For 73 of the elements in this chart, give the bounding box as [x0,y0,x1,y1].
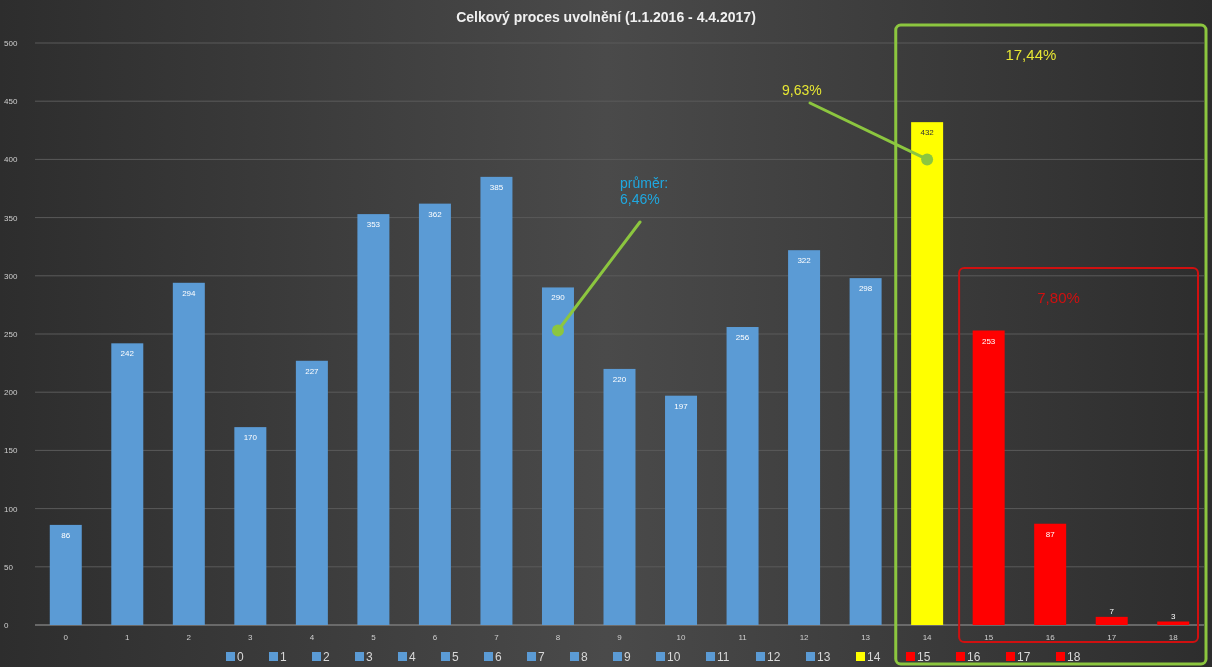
annotation: 17,44% [1005,46,1057,63]
legend-label: 2 [323,650,330,664]
legend-label: 3 [366,650,373,664]
y-tick-label: 200 [4,388,18,398]
data-label: 220 [612,374,627,384]
legend-label: 18 [1067,650,1081,664]
x-tick-label: 4 [309,633,315,642]
data-label: 362 [428,209,443,219]
legend-label: 17 [1017,650,1031,664]
data-label: 432 [920,128,935,138]
x-tick-label: 9 [617,633,623,642]
x-tick-label: 18 [1168,633,1179,642]
data-label: 353 [366,220,381,230]
annotation: 7,80% [1037,289,1080,306]
data-label: 3 [1171,611,1177,621]
legend-label: 4 [409,650,416,664]
x-tick-label: 12 [799,633,810,642]
data-label: 298 [858,284,873,294]
x-tick-label: 5 [371,633,377,642]
x-tick-label: 2 [186,633,192,642]
legend-label: 11 [717,650,730,664]
y-tick-label: 300 [4,271,18,281]
data-label: 86 [61,530,71,540]
annotation: průměr: 6,46% [620,175,669,207]
legend-label: 9 [624,650,631,664]
y-tick-label: 100 [4,504,18,514]
data-label: 253 [981,336,996,346]
x-tick-label: 17 [1107,633,1117,642]
x-tick-label: 7 [494,633,500,642]
y-tick-label: 450 [4,97,18,107]
legend-label: 14 [867,650,881,664]
x-tick-label: 11 [738,633,748,642]
data-label: 227 [305,366,320,376]
x-tick-label: 8 [555,633,561,642]
legend-label: 10 [667,650,681,664]
legend-label: 1 [280,650,287,664]
legend-label: 16 [967,650,981,664]
legend-label: 13 [817,650,831,664]
data-label: 7 [1109,606,1115,616]
annotation: 9,63% [782,82,822,98]
y-tick-label: 400 [4,155,18,165]
data-label: 385 [489,182,504,192]
y-tick-label: 500 [4,39,18,48]
data-label: 256 [735,333,750,343]
x-tick-label: 10 [676,633,687,642]
x-tick-label: 3 [248,633,254,642]
legend-label: 15 [917,650,931,664]
x-tick-label: 1 [125,633,131,642]
y-tick-label: 350 [4,213,18,223]
x-tick-label: 15 [984,633,994,642]
x-tick-label: 14 [922,633,933,642]
data-label: 242 [120,349,135,359]
y-tick-label: 250 [4,330,18,339]
data-label: 322 [797,256,812,266]
legend-label: 5 [452,650,459,664]
legend-label: 7 [538,650,545,664]
data-label: 170 [243,433,258,443]
x-tick-label: 6 [432,633,438,642]
y-tick-label: 0 [4,621,9,630]
legend-label: 12 [767,650,781,664]
y-tick-label: 150 [4,446,18,456]
legend-label: 6 [495,650,502,664]
data-label: 290 [551,293,566,303]
x-tick-label: 13 [861,633,871,642]
chart-title: Celkový proces uvolnění (1.1.2016 - 4.4.2017) [456,9,756,25]
data-label: 87 [1045,529,1056,539]
x-tick-label: 16 [1045,633,1056,642]
x-tick-label: 0 [63,633,69,642]
y-tick-label: 50 [4,562,14,572]
legend-label: 0 [237,650,244,664]
legend-label: 8 [581,650,588,664]
data-label: 294 [182,288,197,298]
data-label: 197 [674,401,689,411]
